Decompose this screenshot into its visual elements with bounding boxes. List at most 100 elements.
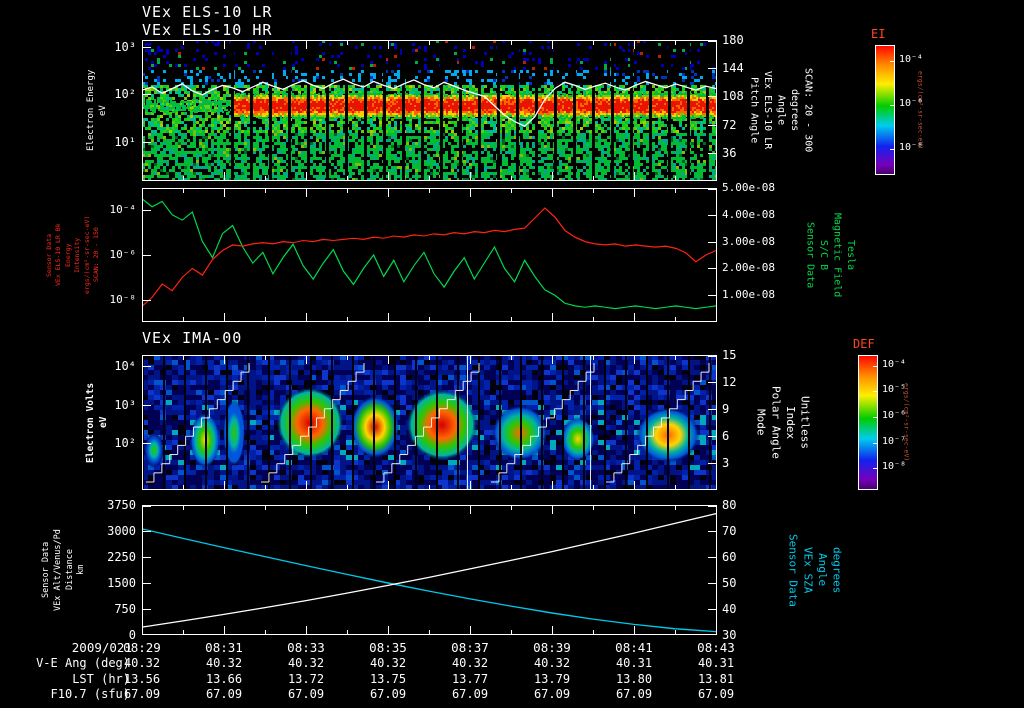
panel3-index-tick: 15 xyxy=(722,348,737,362)
panel3-energy-tick: 10² xyxy=(114,436,136,451)
panel1-pitchangle-tick: 36 xyxy=(722,145,737,160)
panel4-distance-tick: 3000 xyxy=(107,524,136,538)
panel3-energy-tick: 10⁴ xyxy=(114,359,136,374)
panel1-energy-tick: 10¹ xyxy=(114,134,136,149)
ima-colorbar-tick: 10⁻⁷ xyxy=(882,435,907,447)
vs1r-line: VEx ELS-10 LR xyxy=(762,71,773,150)
els-pitchangle-spectrogram-canvas xyxy=(142,40,717,181)
panel1-pitchangle-tick: 72 xyxy=(722,117,737,132)
bottom-row-value: 13.79 xyxy=(533,671,571,686)
panel1-pitchangle-tick: 180 xyxy=(722,33,744,47)
vs2r-line: S/C B xyxy=(818,239,829,271)
intensity-bfield-lineplot-canvas xyxy=(142,188,717,322)
panel1-energy-tick: 10² xyxy=(114,86,136,101)
vs1l-line: Electron Energy xyxy=(86,69,96,152)
time-tick-label: 08:41 xyxy=(615,640,653,655)
vs4r-line: Angle xyxy=(815,553,829,587)
ima-colorbar-tick: 10⁻⁶ xyxy=(882,410,907,422)
vs3r-line: Unitless xyxy=(798,396,812,449)
bottom-row-value: 13.77 xyxy=(451,671,489,686)
panel2-intensity-tick: 10⁻⁸ xyxy=(109,292,137,306)
ima-colorbar-tick: 10⁻⁴ xyxy=(882,358,907,370)
panel2-right-axis-label: Sensor Data S/C B Magnetic Field Tesla xyxy=(804,188,857,322)
vs1l-line: eV xyxy=(98,105,109,116)
bottom-row-value: 40.32 xyxy=(369,656,407,670)
panel1-left-axis-label: Electron Energy eV xyxy=(86,40,109,181)
panel2-bfield-tick: 1.00e-08 xyxy=(722,288,775,302)
panel2-bfield-tick: 4.00e-08 xyxy=(722,207,775,221)
bottom-row-value: 13.72 xyxy=(287,671,325,686)
els-colorbar-tick: 10⁻⁶ xyxy=(899,97,924,109)
bottom-row-value: 67.09 xyxy=(369,687,407,701)
bottom-row-value: 40.31 xyxy=(697,656,735,670)
date-label: 2009/021 xyxy=(71,640,132,655)
vs4r-line: VEx SZA xyxy=(801,546,815,594)
bottom-row-value: 40.32 xyxy=(533,656,571,670)
vs2l-line: Sensor Data xyxy=(45,233,53,277)
panel4-distance-tick: 2250 xyxy=(107,550,136,564)
vs1r-line: degrees xyxy=(789,89,800,132)
cbu1-line: ergs/(cm²-sr-sec-eV) xyxy=(916,70,925,150)
bottom-row-value: 67.09 xyxy=(205,687,243,701)
ima-colorbar-tick: 10⁻⁸ xyxy=(882,461,907,473)
panel4-sza-tick: 60 xyxy=(722,550,737,564)
bottom-row-value: 40.32 xyxy=(451,656,489,670)
bottom-row-value: 13.66 xyxy=(205,671,243,686)
vs3r-line: Mode xyxy=(754,409,768,436)
vs4r-line: Sensor Data xyxy=(786,533,800,607)
ima-spectrogram-canvas xyxy=(142,355,717,490)
bottom-row-value: 67.09 xyxy=(615,687,653,701)
vs4l-line: Sensor Data xyxy=(41,541,51,599)
els-colorbar-tick: 10⁻⁸ xyxy=(899,142,924,153)
ima-colorbar-units: ergs/(cm²-sr-sec-eV) xyxy=(902,355,911,490)
vs4l-line: Distance xyxy=(64,549,75,591)
panel1-energy-tick: 10³ xyxy=(114,40,136,55)
panel3-index-tick: 6 xyxy=(722,429,730,443)
time-tick-label: 08:37 xyxy=(451,640,489,655)
panel2-left-axis-label: Sensor Data VEx ELS-10 LR Bk Energy Intensi… xyxy=(45,186,101,324)
time-tick-label: 08:35 xyxy=(369,640,407,655)
vs2r-line: Tesla xyxy=(845,239,856,271)
bottom-row-label: F10.7 (sfu) xyxy=(50,687,130,701)
panel1-right-axis-label: Pitch Angle VEx ELS-10 LR Angle degrees SCAN… xyxy=(748,40,814,181)
vs3l-line: Electron Volts xyxy=(85,382,96,463)
vs3r-line: Polar Angle xyxy=(769,386,783,459)
panel3-index-tick: 3 xyxy=(722,456,730,470)
bottom-row-value: 13.81 xyxy=(697,671,735,686)
panel4-distance-tick: 0 xyxy=(128,628,136,642)
cbu2-line: ergs/(cm²-sr-sec-eV) xyxy=(902,383,911,462)
bottom-row-value: 40.32 xyxy=(287,656,325,670)
els-colorbar xyxy=(875,45,895,175)
ima-colorbar-title: DEF xyxy=(853,337,875,351)
ima-colorbar xyxy=(858,355,878,490)
vs2r-line: Magnetic Field xyxy=(831,212,843,298)
panel3-energy-tick: 10³ xyxy=(114,397,136,412)
vs2l-line: ergs/(cm²-sr-sec-eV) xyxy=(82,215,91,295)
vs4l-line: km xyxy=(76,564,87,576)
bottom-row-value: 67.09 xyxy=(123,687,161,701)
time-tick-label: 08:31 xyxy=(205,640,243,655)
vs2l-line: SCAN: 20 - 150 xyxy=(92,227,101,283)
els-colorbar-tick: 10⁻⁴ xyxy=(899,53,924,65)
vs1r-line: SCAN: 20 - 300 xyxy=(802,68,814,153)
bottom-row-value: 40.32 xyxy=(123,656,161,670)
els-colorbar-title: EI xyxy=(871,27,886,41)
time-tick-label: 08:39 xyxy=(533,640,571,655)
vs2l-line: Energy xyxy=(63,243,72,267)
time-tick-label: 08:43 xyxy=(697,640,735,655)
panel4-sza-tick: 70 xyxy=(722,524,737,538)
panel4-left-axis-label: Sensor Data VEx Alt/Venus/Pd Distance km xyxy=(41,505,87,635)
vs2l-line: Intensity xyxy=(73,237,82,273)
vs3l-line: eV xyxy=(97,416,109,429)
panel4-sza-tick: 30 xyxy=(722,628,737,642)
bottom-row-value: 40.32 xyxy=(205,656,243,670)
panel1-pitchangle-tick: 108 xyxy=(722,89,744,104)
panel2-bfield-tick: 5.00e-08 xyxy=(722,181,775,194)
els-colorbar-units: ergs/(cm²-sr-sec-eV) xyxy=(916,45,925,175)
panel3-index-tick: 12 xyxy=(722,375,737,389)
vs1r-line: Pitch Angle xyxy=(748,77,760,144)
panel4-right-axis-label: Sensor Data VEx SZA Angle degrees xyxy=(786,505,844,635)
panel2-bfield-tick: 2.00e-08 xyxy=(722,261,775,275)
vs2l-line: VEx ELS-10 LR Bk xyxy=(54,223,63,287)
panel4-sza-tick: 50 xyxy=(722,576,737,590)
